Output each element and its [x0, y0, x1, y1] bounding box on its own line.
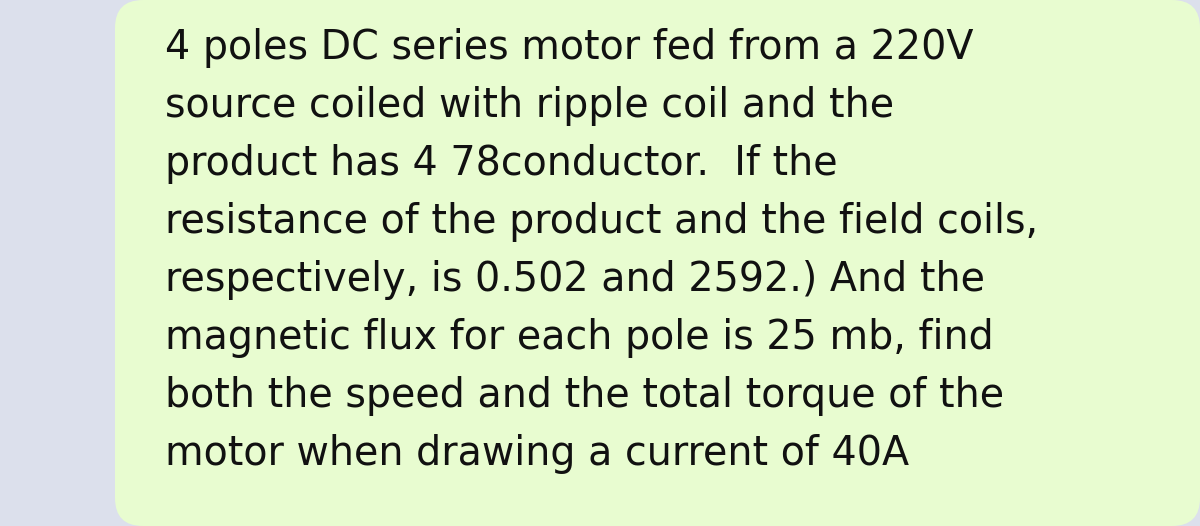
Text: respectively, is 0.502 and 2592.) And the: respectively, is 0.502 and 2592.) And th… — [166, 260, 985, 300]
Text: product has 4 78conductor.  If the: product has 4 78conductor. If the — [166, 144, 838, 184]
Text: resistance of the product and the field coils,: resistance of the product and the field … — [166, 202, 1038, 242]
Text: source coiled with ripple coil and the: source coiled with ripple coil and the — [166, 86, 894, 126]
Text: 4 poles DC series motor fed from a 220V: 4 poles DC series motor fed from a 220V — [166, 28, 973, 68]
Text: both the speed and the total torque of the: both the speed and the total torque of t… — [166, 376, 1004, 416]
Text: magnetic flux for each pole is 25 mb, find: magnetic flux for each pole is 25 mb, fi… — [166, 318, 994, 358]
Text: motor when drawing a current of 40A: motor when drawing a current of 40A — [166, 434, 910, 474]
FancyBboxPatch shape — [115, 0, 1200, 526]
